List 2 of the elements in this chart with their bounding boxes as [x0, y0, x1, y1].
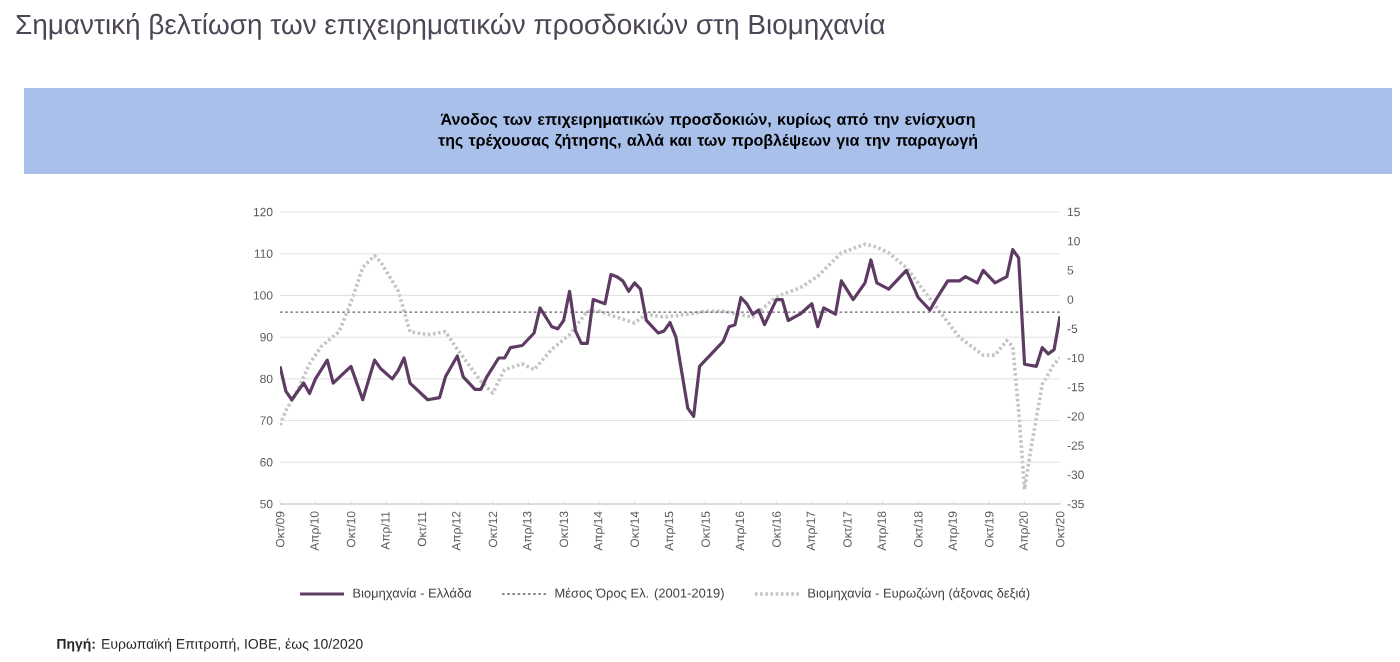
chart-title: Σημαντική βελτίωση των επιχειρηματικών προσδοκιών στη Βιομηχανία: [16, 13, 885, 40]
line-series: [280, 247, 1061, 418]
